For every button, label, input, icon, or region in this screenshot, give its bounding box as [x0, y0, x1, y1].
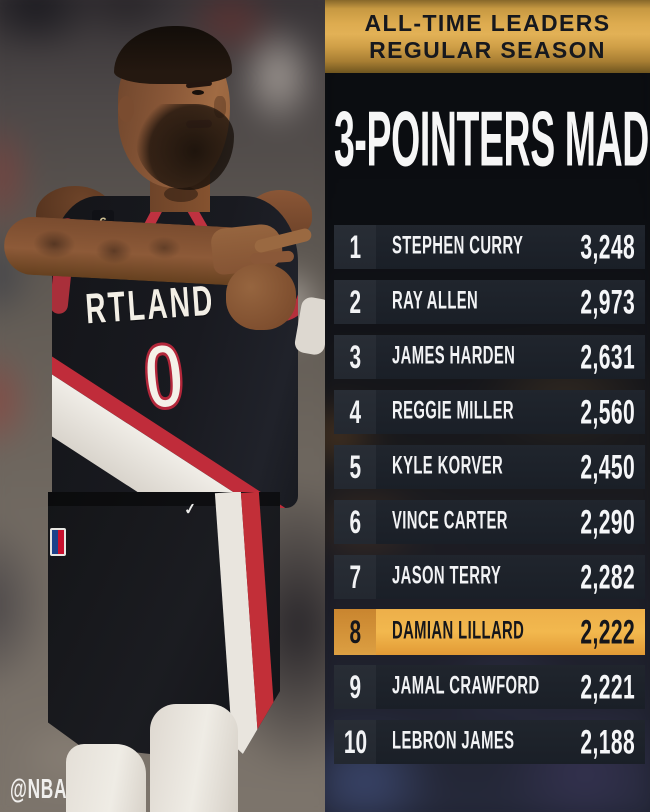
player-name: JAMES HARDEN	[392, 342, 516, 371]
player-name: VINCE CARTER	[392, 507, 508, 536]
leaderboard-row: 3 JAMES HARDEN 2,631	[334, 335, 645, 379]
rank-number: 2	[349, 282, 361, 321]
leaderboard-rows: 1 STEPHEN CURRY 3,248 2 RAY ALLEN 2,973 3 JAMES…	[334, 225, 645, 775]
rank-number: 5	[349, 447, 361, 486]
player-cell: REGGIE MILLER 2,560	[376, 390, 645, 434]
player-beard	[136, 104, 234, 190]
player-hair	[114, 26, 232, 84]
player-name: JASON TERRY	[392, 562, 502, 591]
rank-number: 9	[349, 667, 361, 706]
header-banner: ALL-TIME LEADERS REGULAR SEASON	[325, 0, 650, 73]
nba-watermark: @NBA	[10, 774, 68, 806]
rank-cell: 10	[334, 720, 376, 764]
leaderboard-row: 1 STEPHEN CURRY 3,248	[334, 225, 645, 269]
player-right-leg-tights	[150, 704, 238, 812]
player-stat-value: 3,248	[580, 227, 635, 266]
player-stat-value: 2,290	[580, 502, 635, 541]
leaderboard-row: 10 LEBRON JAMES 2,188	[334, 720, 645, 764]
leaderboard-row: 5 KYLE KORVER 2,450	[334, 445, 645, 489]
player-stat-value: 2,282	[580, 557, 635, 596]
rank-number: 3	[349, 337, 361, 376]
rank-cell: 6	[334, 500, 376, 544]
rank-number: 4	[349, 392, 361, 431]
rank-cell: 1	[334, 225, 376, 269]
player-name: STEPHEN CURRY	[392, 232, 524, 261]
nba-logo-patch-icon	[50, 528, 66, 556]
rank-cell: 2	[334, 280, 376, 324]
header-line2: REGULAR SEASON	[369, 36, 606, 63]
player-ear	[118, 96, 134, 122]
jersey-team-text: RTLAND	[84, 276, 217, 334]
player-cell: LEBRON JAMES 2,188	[376, 720, 645, 764]
player-cell: JAMAL CRAWFORD 2,221	[376, 665, 645, 709]
player-figure: 6 ✓ RTLAND 0 ✓	[2, 26, 325, 812]
player-name: KYLE KORVER	[392, 452, 504, 481]
leaderboard-panel: ALL-TIME LEADERS REGULAR SEASON 3-POINTE…	[325, 0, 650, 812]
player-stat-value: 2,973	[580, 282, 635, 321]
player-name: JAMAL CRAWFORD	[392, 672, 540, 701]
rank-cell: 3	[334, 335, 376, 379]
leaderboard-row-highlighted: 8 DAMIAN LILLARD 2,222	[334, 609, 645, 655]
player-name: RAY ALLEN	[392, 287, 479, 316]
leaderboard-row: 9 JAMAL CRAWFORD 2,221	[334, 665, 645, 709]
player-stat-value: 2,560	[580, 392, 635, 431]
rank-number: 8	[349, 612, 361, 651]
nike-swoosh-icon: ✓	[182, 500, 198, 519]
player-neck-tattoo	[164, 186, 198, 202]
rank-number: 1	[349, 227, 361, 266]
leaderboard-row: 2 RAY ALLEN 2,973	[334, 280, 645, 324]
player-cell: KYLE KORVER 2,450	[376, 445, 645, 489]
player-cell: JAMES HARDEN 2,631	[376, 335, 645, 379]
leaderboard-row: 7 JASON TERRY 2,282	[334, 555, 645, 599]
player-cell: VINCE CARTER 2,290	[376, 500, 645, 544]
header-line1: ALL-TIME LEADERS	[364, 9, 611, 36]
player-stat-value: 2,450	[580, 447, 635, 486]
player-cell: STEPHEN CURRY 3,248	[376, 225, 645, 269]
player-left-leg-tights	[66, 744, 146, 812]
stat-title: 3-POINTERS MADE	[334, 97, 650, 184]
player-photo: 6 ✓ RTLAND 0 ✓	[0, 0, 325, 812]
player-cell: DAMIAN LILLARD 2,222	[376, 609, 645, 655]
rank-cell: 4	[334, 390, 376, 434]
player-stat-value: 2,188	[580, 722, 635, 761]
player-eye	[192, 90, 204, 95]
player-name: REGGIE MILLER	[392, 397, 514, 426]
player-fist	[226, 264, 296, 330]
player-stat-value: 2,631	[580, 337, 635, 376]
player-name: DAMIAN LILLARD	[392, 617, 525, 646]
player-cell: JASON TERRY 2,282	[376, 555, 645, 599]
player-wristband	[293, 295, 325, 357]
leaderboard-row: 6 VINCE CARTER 2,290	[334, 500, 645, 544]
leaderboard-row: 4 REGGIE MILLER 2,560	[334, 390, 645, 434]
player-name: LEBRON JAMES	[392, 727, 515, 756]
rank-number: 6	[349, 502, 361, 541]
player-stat-value: 2,222	[580, 612, 635, 651]
player-stat-value: 2,221	[580, 667, 635, 706]
rank-number: 10	[343, 722, 367, 761]
rank-cell: 9	[334, 665, 376, 709]
rank-cell: 8	[334, 609, 376, 655]
rank-number: 7	[349, 557, 361, 596]
player-cell: RAY ALLEN 2,973	[376, 280, 645, 324]
rank-cell: 5	[334, 445, 376, 489]
rank-cell: 7	[334, 555, 376, 599]
jersey-number: 0	[138, 323, 190, 431]
